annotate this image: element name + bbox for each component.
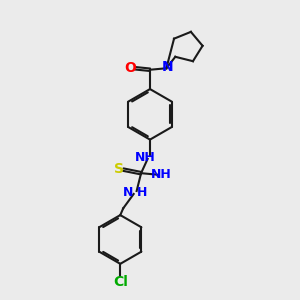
Text: NH: NH xyxy=(151,168,171,181)
Text: O: O xyxy=(124,61,136,75)
Text: N: N xyxy=(123,186,134,199)
Text: NH: NH xyxy=(135,151,156,164)
Text: S: S xyxy=(114,162,124,176)
Text: N: N xyxy=(162,60,174,74)
Text: Cl: Cl xyxy=(113,275,128,289)
Text: H: H xyxy=(137,186,147,199)
